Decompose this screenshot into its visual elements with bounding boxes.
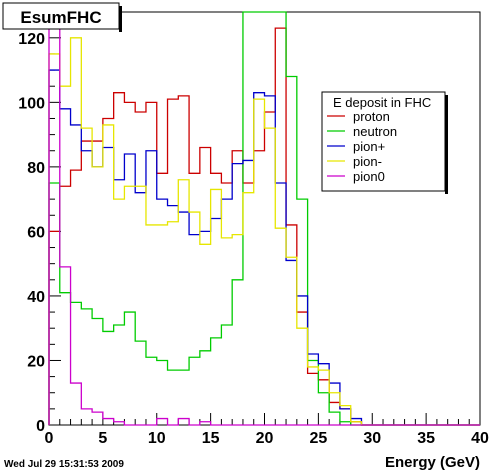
legend-shadow <box>445 95 448 194</box>
x-tick-label: 20 <box>256 430 274 447</box>
y-tick-label: 120 <box>18 31 45 48</box>
histogram-series <box>48 11 480 426</box>
x-axis-label: Energy (GeV) <box>385 454 480 471</box>
x-tick-label: 30 <box>363 430 381 447</box>
title-box-frame <box>2 2 120 30</box>
y-tick-label: 20 <box>27 353 45 370</box>
x-tick-label: 25 <box>309 430 327 447</box>
series-pion- <box>48 37 480 426</box>
y-axis-ticks: 0 20 40 60 80 100 120 <box>18 21 61 435</box>
x-tick-label: 0 <box>45 430 54 447</box>
x-tick-label: 35 <box>417 430 435 447</box>
timestamp: Wed Jul 29 15:31:53 2009 <box>4 459 124 470</box>
y-tick-label: 40 <box>27 289 45 306</box>
y-tick-label: 0 <box>36 418 45 435</box>
legend-label-proton: proton <box>353 109 390 124</box>
legend-label-pion-: pion+ <box>353 139 385 154</box>
series-pion0 <box>48 11 480 426</box>
legend-box <box>321 91 446 192</box>
x-tick-label: 15 <box>202 430 220 447</box>
legend-label-neutron: neutron <box>353 124 397 139</box>
title-box: EsumFHC <box>2 2 122 32</box>
y-tick-label: 100 <box>18 95 45 112</box>
legend-label-pion0: pion0 <box>353 169 385 184</box>
chart-title: EsumFHC <box>20 8 101 27</box>
x-tick-label: 40 <box>471 430 489 447</box>
legend-label-pion-: pion- <box>353 154 382 169</box>
x-tick-label: 5 <box>98 430 107 447</box>
legend-title: E deposit in FHC <box>333 95 431 110</box>
title-box-shadow <box>119 6 122 32</box>
legend: E deposit in FHC protonneutronpion+pion-… <box>321 91 448 194</box>
y-tick-label: 60 <box>27 224 45 241</box>
series-pion- <box>48 69 480 426</box>
x-tick-label: 10 <box>148 430 166 447</box>
y-tick-label: 80 <box>27 160 45 177</box>
